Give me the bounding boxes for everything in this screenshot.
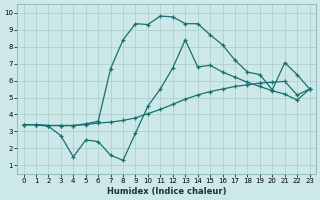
X-axis label: Humidex (Indice chaleur): Humidex (Indice chaleur): [107, 187, 226, 196]
